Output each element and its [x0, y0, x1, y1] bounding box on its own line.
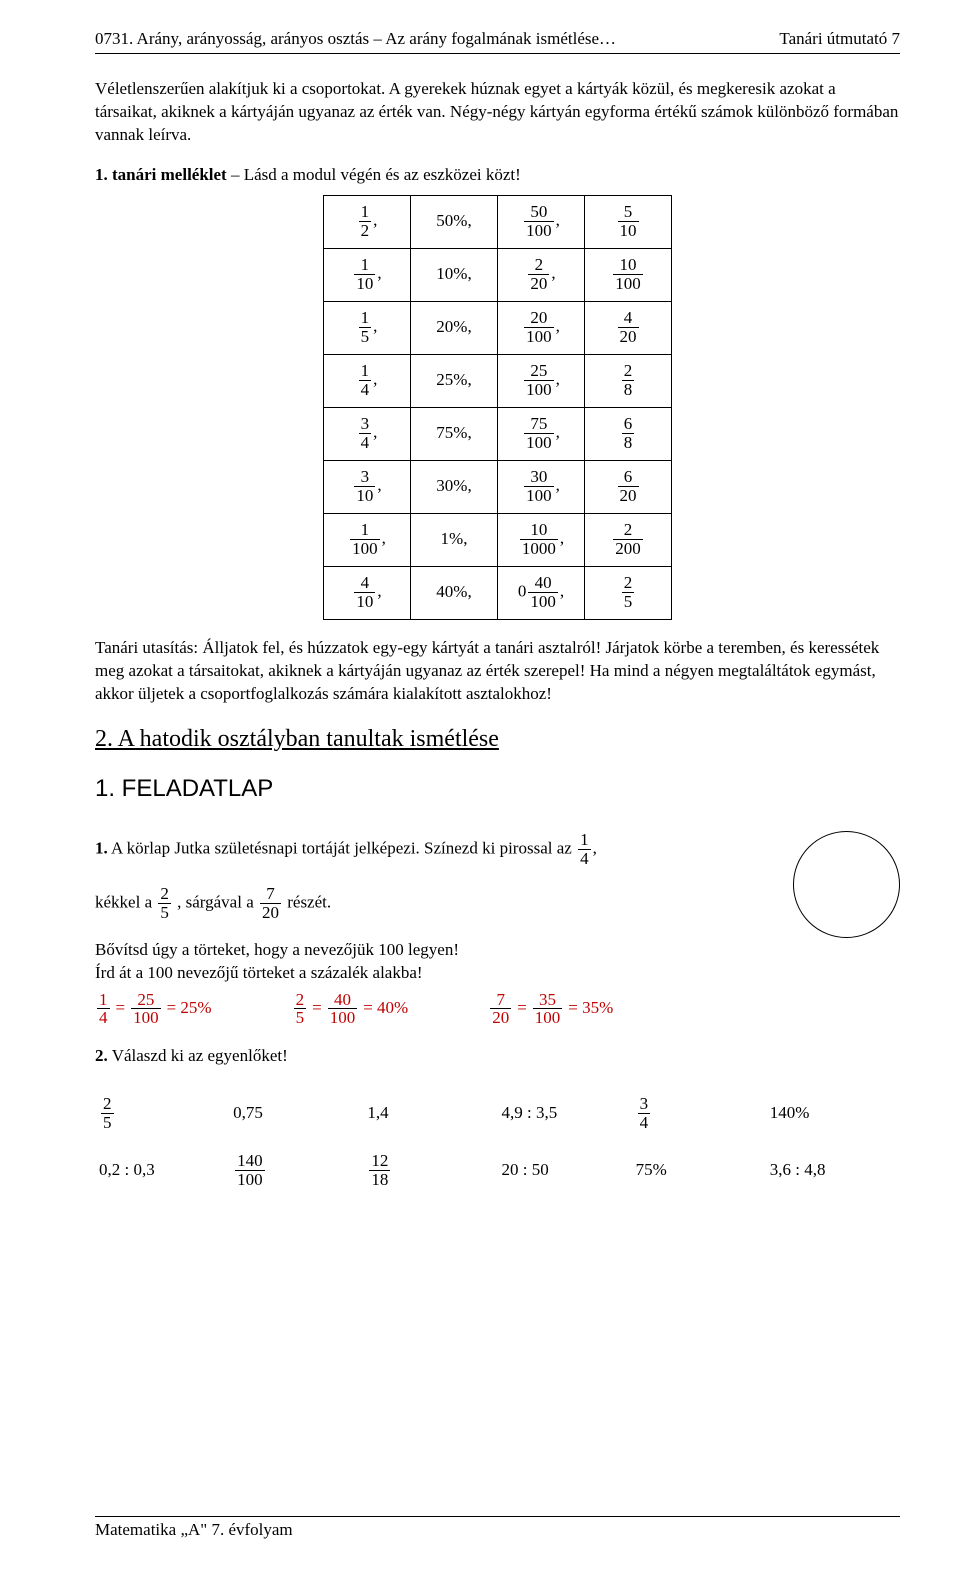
card-cell-frac-b: 20100,	[498, 301, 585, 354]
page-footer: Matematika „A" 7. évfolyam	[95, 1516, 900, 1542]
card-cell-frac-a: 14,	[324, 354, 411, 407]
card-cell-frac-b: 101000,	[498, 513, 585, 566]
card-cell-frac-c: 25	[585, 566, 672, 619]
task-1-number: 1.	[95, 839, 108, 858]
task-1-line-2a: kékkel a	[95, 892, 156, 911]
equation-item: 720 = 35100 = 35%	[488, 991, 613, 1028]
equation-item: 14 = 25100 = 25%	[95, 991, 212, 1028]
task-2-cell: 3,6 : 4,8	[766, 1142, 900, 1199]
appendix-reference-bold: 1. tanári melléklet	[95, 165, 227, 184]
card-row: 12,50%,50100,510	[324, 195, 672, 248]
task-1-line-2: kékkel a 25 , sárgával a 720 részét.	[95, 885, 780, 922]
task-2-row: 250,751,44,9 : 3,534140%	[95, 1085, 900, 1142]
appendix-reference: 1. tanári melléklet – Lásd a modul végén…	[95, 164, 900, 187]
card-cell-frac-a: 34,	[324, 407, 411, 460]
task-1-line-2c: részét.	[287, 892, 331, 911]
card-cell-frac-b: 040100,	[498, 566, 585, 619]
task-1: 1. A körlap Jutka születésnapi tortáját …	[95, 831, 900, 1027]
task-1-frac-blue: 25	[158, 885, 171, 922]
card-cell-frac-c: 620	[585, 460, 672, 513]
card-cell-frac-c: 68	[585, 407, 672, 460]
card-cell-frac-c: 2200	[585, 513, 672, 566]
card-row: 410,40%,040100,25	[324, 566, 672, 619]
task-1-line-4: Írd át a 100 nevezőjű törteket a százalé…	[95, 962, 780, 985]
task-2-cell: 25	[95, 1085, 229, 1142]
task-2-row: 0,2 : 0,3140100121820 : 5075%3,6 : 4,8	[95, 1142, 900, 1199]
intro-paragraph: Véletlenszerűen alakítjuk ki a csoportok…	[95, 78, 900, 147]
card-cell-frac-b: 220,	[498, 248, 585, 301]
card-cell-frac-a: 12,	[324, 195, 411, 248]
task-1-equations: 14 = 25100 = 25% 25 = 40100 = 40% 720 = 35…	[95, 991, 780, 1028]
task-2-options-grid: 250,751,44,9 : 3,534140%0,2 : 0,31401001…	[95, 1085, 900, 1198]
card-cell-percent: 50%,	[411, 195, 498, 248]
task-2-title: 2. Válaszd ki az egyenlőket!	[95, 1045, 900, 1068]
card-cell-frac-b: 75100,	[498, 407, 585, 460]
fraction-cards-table: 12,50%,50100,510110,10%,220,1010015,20%,…	[323, 195, 672, 620]
card-cell-percent: 20%,	[411, 301, 498, 354]
task-2-title-rest: Válaszd ki az egyenlőket!	[108, 1046, 288, 1065]
card-cell-frac-a: 410,	[324, 566, 411, 619]
card-row: 15,20%,20100,420	[324, 301, 672, 354]
task-2-cell: 34	[632, 1085, 766, 1142]
card-cell-frac-b: 50100,	[498, 195, 585, 248]
task-1-line-3: Bővítsd úgy a törteket, hogy a nevezőjük…	[95, 939, 780, 962]
task-2-cell: 0,75	[229, 1085, 363, 1142]
task-2: 2. Válaszd ki az egyenlőket! 250,751,44,…	[95, 1045, 900, 1198]
task-2-cell: 4,9 : 3,5	[497, 1085, 631, 1142]
card-cell-frac-c: 510	[585, 195, 672, 248]
task-2-cell: 20 : 50	[497, 1142, 631, 1199]
card-cell-frac-a: 15,	[324, 301, 411, 354]
card-row: 1100,1%,101000,2200	[324, 513, 672, 566]
card-cell-frac-b: 25100,	[498, 354, 585, 407]
card-cell-frac-b: 30100,	[498, 460, 585, 513]
task-1-frac-yellow: 720	[260, 885, 281, 922]
card-cell-frac-c: 28	[585, 354, 672, 407]
task-1-line-2b: , sárgával a	[177, 892, 258, 911]
task-2-cell: 1,4	[363, 1085, 497, 1142]
task-2-number: 2.	[95, 1046, 108, 1065]
task-1-comma: ,	[593, 839, 597, 858]
task-1-frac-red: 14	[578, 831, 591, 868]
card-cell-frac-a: 1100,	[324, 513, 411, 566]
card-cell-frac-a: 110,	[324, 248, 411, 301]
card-cell-percent: 25%,	[411, 354, 498, 407]
card-row: 34,75%,75100,68	[324, 407, 672, 460]
task-1-line-1: 1. A körlap Jutka születésnapi tortáját …	[95, 831, 780, 868]
card-row: 310,30%,30100,620	[324, 460, 672, 513]
task-2-cell: 75%	[632, 1142, 766, 1199]
task-2-cell: 1218	[363, 1142, 497, 1199]
task-2-cell: 0,2 : 0,3	[95, 1142, 229, 1199]
task-2-cell: 140%	[766, 1085, 900, 1142]
task-1-text-a: A körlap Jutka születésnapi tortáját jel…	[108, 839, 576, 858]
page-header: 0731. Arány, arányosság, arányos osztás …	[95, 28, 900, 54]
appendix-reference-rest: – Lásd a modul végén és az eszközei közt…	[227, 165, 521, 184]
section-2-title: 2. A hatodik osztályban tanultak ismétlé…	[95, 723, 900, 755]
header-right: Tanári útmutató 7	[779, 28, 900, 51]
post-table-instructions: Tanári utasítás: Álljatok fel, és húzzat…	[95, 637, 900, 706]
card-cell-frac-c: 10100	[585, 248, 672, 301]
card-cell-frac-a: 310,	[324, 460, 411, 513]
card-cell-percent: 10%,	[411, 248, 498, 301]
card-cell-percent: 30%,	[411, 460, 498, 513]
header-left: 0731. Arány, arányosság, arányos osztás …	[95, 28, 616, 51]
feladatlap-heading: 1. FELADATLAP	[95, 773, 900, 805]
cake-circle	[793, 831, 900, 938]
card-cell-percent: 75%,	[411, 407, 498, 460]
card-row: 110,10%,220,10100	[324, 248, 672, 301]
card-cell-percent: 1%,	[411, 513, 498, 566]
task-2-cell: 140100	[229, 1142, 363, 1199]
card-cell-percent: 40%,	[411, 566, 498, 619]
equation-item: 25 = 40100 = 40%	[292, 991, 409, 1028]
card-row: 14,25%,25100,28	[324, 354, 672, 407]
card-cell-frac-c: 420	[585, 301, 672, 354]
